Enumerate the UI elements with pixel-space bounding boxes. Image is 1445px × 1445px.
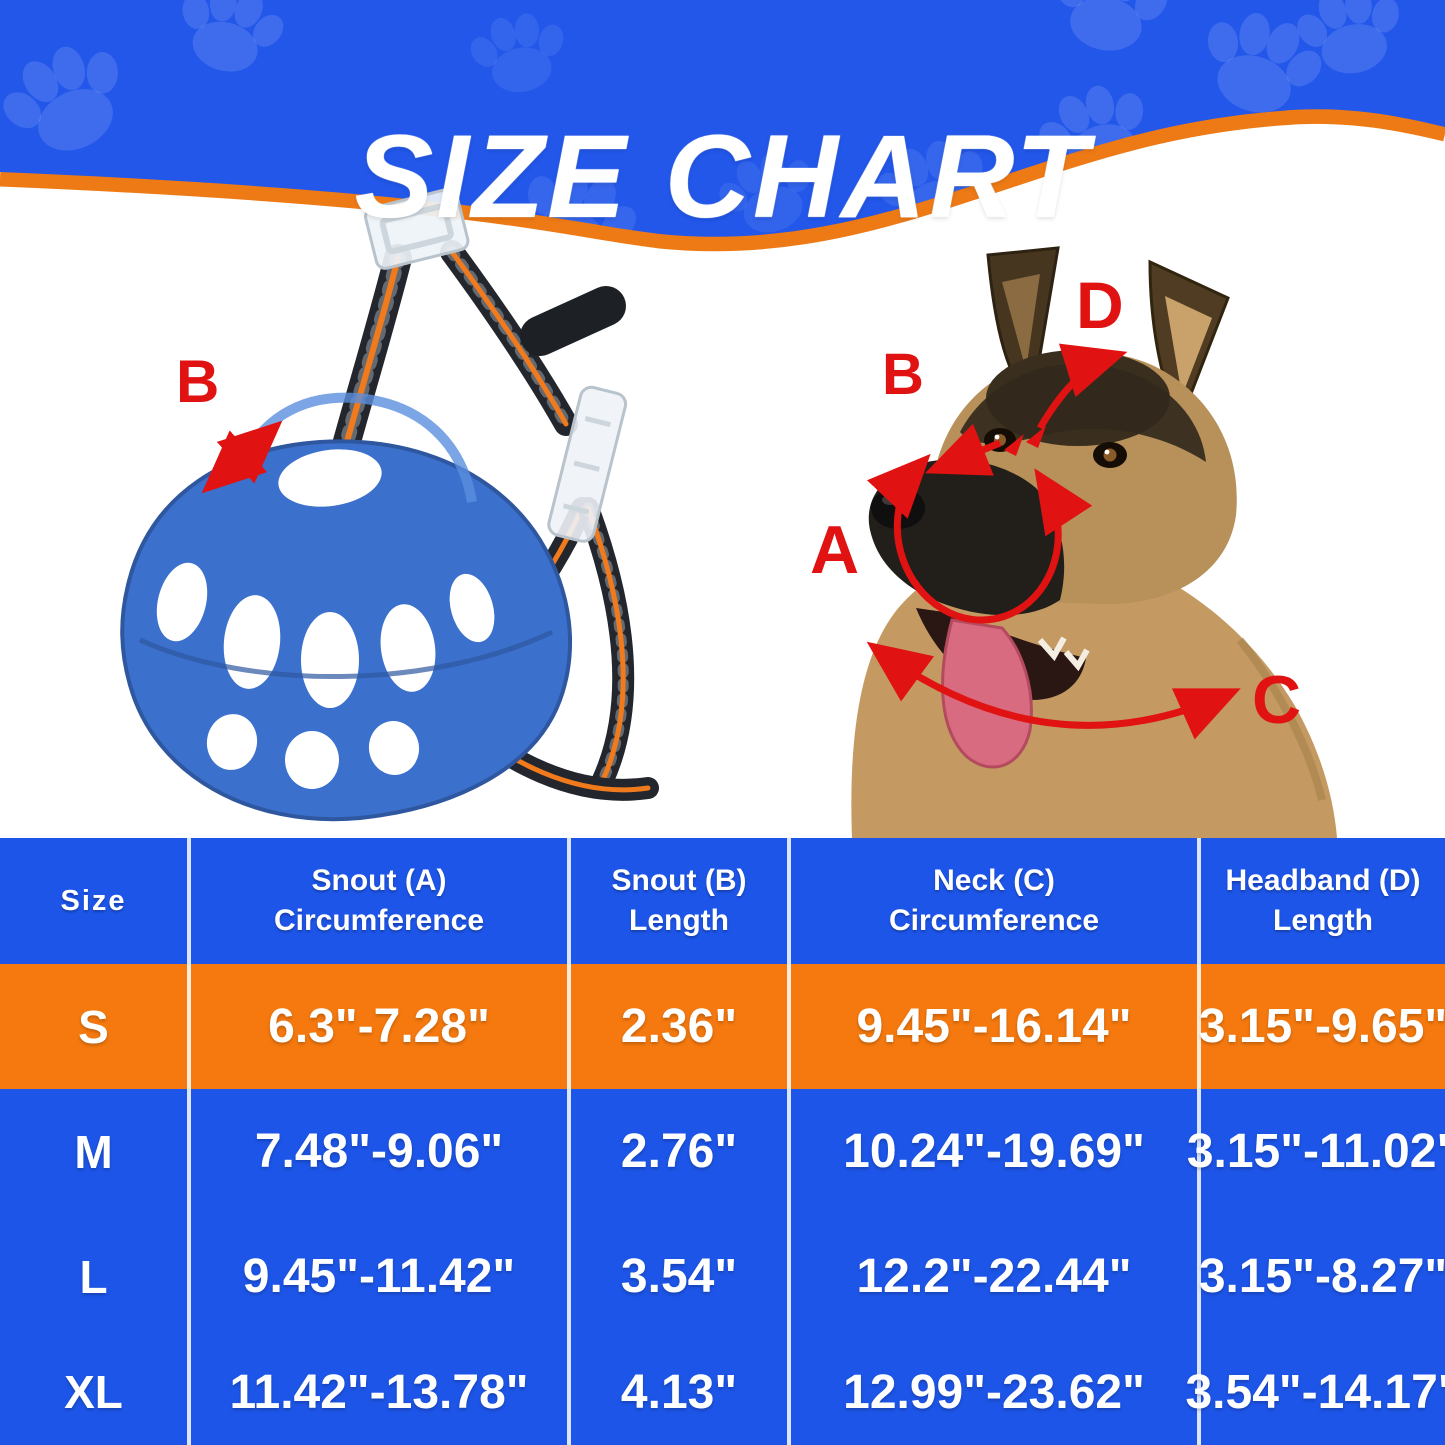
- table-row-size-m: M 7.48"-9.06" 2.76" 10.24"-19.69" 3.15"-…: [0, 1089, 1445, 1214]
- banner-background: [0, 0, 1445, 237]
- column-header-snout-circumference: Snout (A) Circumference: [187, 838, 567, 964]
- cell-headband-length: 3.15"-9.65": [1197, 964, 1445, 1089]
- measure-arc-c: [866, 641, 1241, 740]
- muzzle-basket: [120, 392, 573, 822]
- cell-snout-circumference: 7.48"-9.06": [187, 1089, 567, 1214]
- cell-snout-length: 2.36": [567, 964, 787, 1089]
- cell-size: L: [79, 1250, 108, 1303]
- measurement-label-a: A: [810, 512, 860, 588]
- column-header-size: Size: [60, 885, 127, 917]
- cell-neck-circumference: 12.2"-22.44": [787, 1214, 1197, 1339]
- cell-headband-length: 3.15"-11.02": [1187, 1089, 1445, 1214]
- column-header-neck-circumference: Neck (C) Circumference: [787, 838, 1197, 964]
- cell-size: XL: [64, 1366, 123, 1418]
- cell-neck-circumference: 10.24"-19.69": [787, 1089, 1197, 1214]
- measure-ellipse-a: [866, 453, 1093, 624]
- cell-snout-circumference: 6.3"-7.28": [187, 964, 567, 1089]
- cell-size: M: [74, 1125, 113, 1178]
- measurement-label-muzzle-b: B: [176, 348, 220, 415]
- cell-snout-length: 2.76": [567, 1089, 787, 1214]
- dog-measurement-image: [851, 246, 1337, 838]
- dog-ear-right-inner: [1165, 296, 1212, 396]
- measure-chevrons-d: [1004, 426, 1046, 456]
- table-header-row: Size Snout (A) Circumference Snout (B) L…: [0, 838, 1445, 964]
- strap-slider-buckle: [364, 187, 470, 270]
- dog-measure-arrows: [866, 343, 1241, 740]
- dog-nose-highlight: [882, 495, 898, 505]
- cell-neck-circumference: 9.45"-16.14": [787, 964, 1197, 1089]
- cell-snout-length: 3.54": [567, 1214, 787, 1339]
- cell-snout-circumference: 9.45"-11.42": [187, 1214, 567, 1339]
- cell-headband-length: 3.15"-8.27": [1197, 1214, 1445, 1339]
- table-row-size-xl: XL 11.42"-13.78" 4.13" 12.99"-23.62" 3.5…: [0, 1339, 1445, 1445]
- muzzle-product-image: [120, 187, 659, 822]
- cell-headband-length: 3.54"-14.17": [1185, 1339, 1445, 1445]
- table-row-size-l: L 9.45"-11.42" 3.54" 12.2"-22.44" 3.15"-…: [0, 1214, 1445, 1339]
- side-release-buckle: [547, 385, 628, 543]
- cell-neck-circumference: 12.99"-23.62": [787, 1339, 1197, 1445]
- measure-arrow-muzzle-b: [201, 420, 283, 494]
- header-banner: [0, 0, 1445, 252]
- measurement-label-d: D: [1076, 268, 1124, 342]
- table-row-size-s: S 6.3"-7.28" 2.36" 9.45"-16.14" 3.15"-9.…: [0, 964, 1445, 1089]
- column-header-headband-length: Headband (D) Length: [1197, 838, 1445, 964]
- measure-arc-d: [1036, 343, 1128, 430]
- column-header-snout-length: Snout (B) Length: [567, 838, 787, 964]
- measurement-label-c: C: [1252, 662, 1302, 738]
- cell-snout-length: 4.13": [567, 1339, 787, 1445]
- measurement-label-b: B: [882, 342, 924, 407]
- product-and-dog-illustrations: [120, 187, 1337, 838]
- size-chart-table: Size Snout (A) Circumference Snout (B) L…: [0, 838, 1445, 1445]
- cell-snout-circumference: 11.42"-13.78": [187, 1339, 567, 1445]
- cell-size: S: [78, 1000, 109, 1053]
- dog-ear-left-inner: [1002, 274, 1040, 370]
- page-title: SIZE CHART: [354, 111, 1091, 244]
- wave-divider: [0, 108, 1445, 252]
